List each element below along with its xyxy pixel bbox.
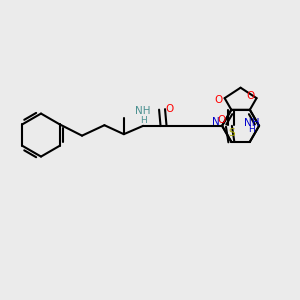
Text: NH: NH: [244, 118, 259, 128]
Text: O: O: [166, 104, 174, 114]
Text: H: H: [248, 125, 255, 134]
Text: O: O: [218, 115, 226, 124]
Text: S: S: [228, 128, 235, 138]
Text: NH: NH: [136, 106, 151, 116]
Text: N: N: [212, 117, 220, 127]
Text: O: O: [246, 92, 254, 101]
Text: H: H: [140, 116, 147, 124]
Text: O: O: [214, 95, 222, 105]
